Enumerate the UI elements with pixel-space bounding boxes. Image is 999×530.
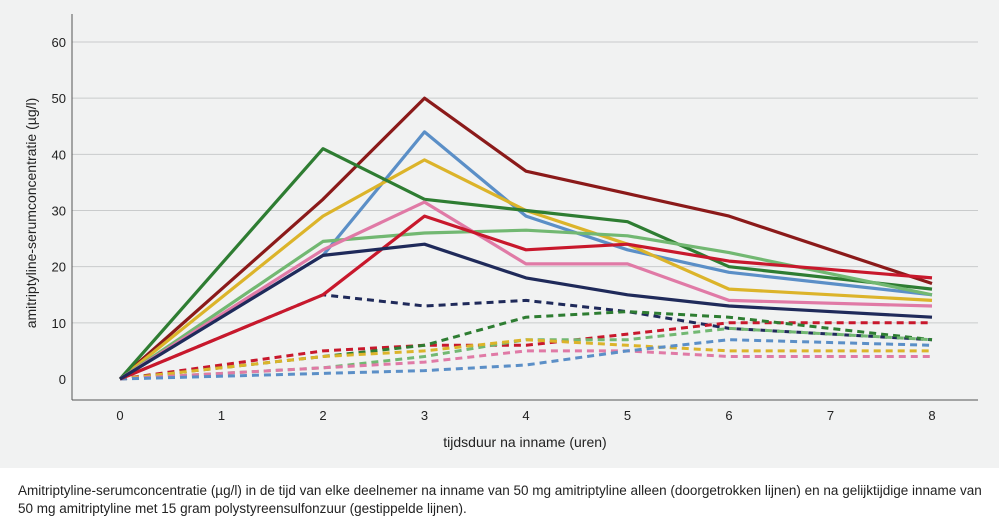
y-tick-label-30: 30 — [52, 204, 66, 219]
x-tick-label-1: 1 — [218, 408, 225, 423]
solid-series-line-4 — [118, 147, 933, 381]
data-series — [118, 96, 933, 381]
axes — [71, 14, 978, 401]
solid-series-line-2 — [119, 130, 933, 381]
y-tick-label-0: 0 — [59, 372, 66, 387]
x-tick-label-4: 4 — [522, 408, 529, 423]
x-tick-label-8: 8 — [928, 408, 935, 423]
x-tick-label-0: 0 — [116, 408, 123, 423]
chart-panel: 0 10 20 30 40 50 60 0 1 2 3 4 5 6 7 8 tijdsduur na inn… — [0, 0, 999, 468]
y-tick-label-60: 60 — [52, 35, 66, 50]
solid-series-line-6 — [119, 200, 933, 381]
y-tick-label-40: 40 — [52, 147, 66, 162]
line-chart: 0 10 20 30 40 50 60 0 1 2 3 4 5 6 7 8 tijdsduur na inn… — [23, 14, 978, 450]
x-tick-labels: 0 1 2 3 4 5 6 7 8 — [116, 408, 935, 423]
dashed-series-line-13 — [119, 338, 932, 381]
x-tick-label-6: 6 — [725, 408, 732, 423]
x-axis-title: tijdsduur na inname (uren) — [443, 434, 606, 450]
x-tick-label-3: 3 — [421, 408, 428, 423]
x-tick-label-5: 5 — [624, 408, 631, 423]
solid-series-line-5 — [119, 228, 933, 381]
solid-series-line-1 — [118, 96, 933, 381]
figure-caption: Amitriptyline-serumconcentratie (µg/l) i… — [18, 483, 982, 516]
y-tick-label-50: 50 — [52, 91, 66, 106]
x-tick-label-7: 7 — [827, 408, 834, 423]
y-tick-labels: 0 10 20 30 40 50 60 — [52, 35, 66, 387]
solid-series-line-7 — [119, 214, 933, 381]
y-tick-label-10: 10 — [52, 316, 66, 331]
y-tick-label-20: 20 — [52, 260, 66, 275]
x-tick-label-2: 2 — [319, 408, 326, 423]
dashed-series-line-10 — [119, 321, 932, 381]
solid-series-line-8 — [119, 242, 933, 381]
y-axis-title: amitriptyline-serumconcentratie (µg/l) — [23, 98, 39, 329]
